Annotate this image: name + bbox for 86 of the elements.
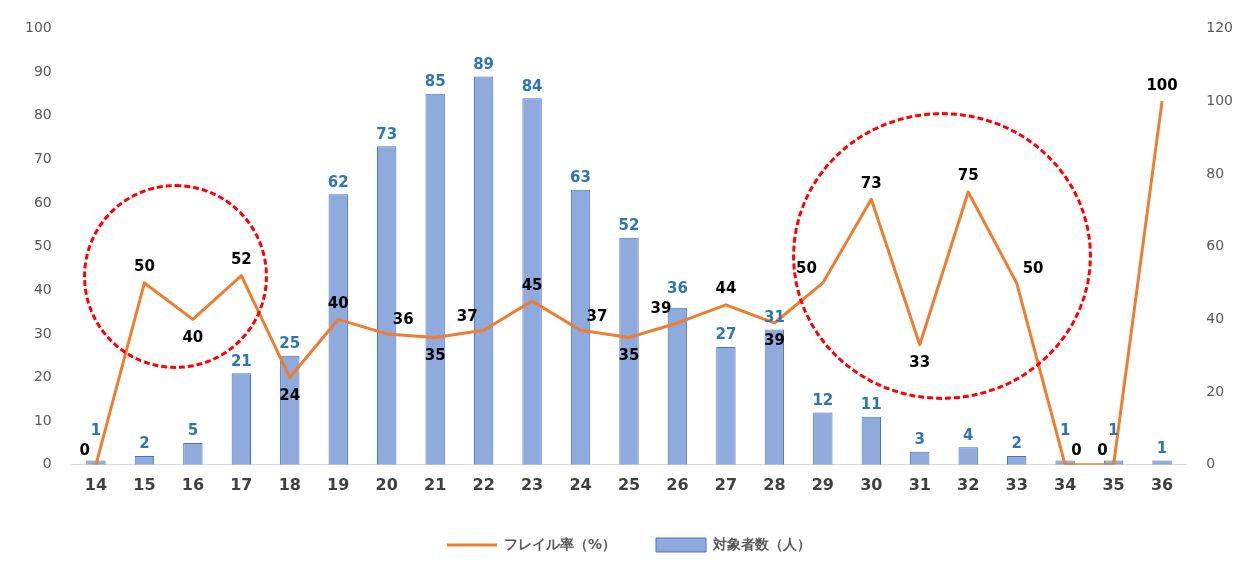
- y-tick-label: 0: [42, 455, 52, 472]
- data-label: 73: [860, 173, 882, 192]
- x-tick-label: 31: [908, 474, 931, 494]
- data-label: 52: [618, 216, 640, 235]
- data-label: 11: [860, 395, 882, 414]
- x-tick-label: 25: [617, 474, 641, 494]
- y-tick-label: 50: [33, 237, 52, 254]
- data-label: 0: [79, 441, 90, 460]
- y-tick-label: 10: [33, 411, 52, 428]
- data-label: 35: [424, 345, 446, 364]
- data-label: 2: [139, 434, 150, 453]
- x-tick-label: 33: [1005, 474, 1028, 494]
- x-tick-label: 14: [84, 474, 108, 494]
- data-label: 37: [586, 306, 608, 325]
- data-label: 5: [187, 421, 199, 440]
- x-tick-label: 29: [811, 474, 834, 494]
- data-label: 24: [279, 385, 301, 404]
- y-tick-label: 60: [33, 193, 52, 210]
- y2-tick-label: 0: [1206, 455, 1216, 472]
- data-label: 2: [1011, 434, 1022, 453]
- x-tick-label: 24: [569, 474, 592, 494]
- data-label: 75: [957, 166, 979, 185]
- x-tick-label: 32: [957, 474, 980, 494]
- data-label: 36: [667, 279, 688, 298]
- data-label: 27: [715, 325, 737, 344]
- data-label: 50: [795, 259, 817, 278]
- legend-label: フレイル率（%）: [503, 535, 617, 552]
- data-label: 1: [1156, 438, 1168, 457]
- data-label: 73: [376, 124, 398, 143]
- data-label: 45: [521, 275, 543, 294]
- data-label: 39: [763, 331, 785, 350]
- x-tick-label: 30: [860, 474, 883, 494]
- y-tick-label: 90: [33, 62, 52, 79]
- data-label: 35: [618, 345, 640, 364]
- data-label: 36: [392, 310, 414, 329]
- data-label: 85: [424, 72, 446, 91]
- data-label: 0: [1097, 441, 1108, 460]
- data-label: 100: [1146, 75, 1178, 94]
- data-label: 89: [473, 54, 495, 73]
- y2-tick-label: 60: [1206, 237, 1225, 254]
- data-label: 33: [909, 353, 931, 372]
- x-tick-label: 36: [1150, 474, 1174, 494]
- x-tick-label: 19: [327, 474, 350, 494]
- x-tick-label: 21: [424, 474, 447, 494]
- data-label: 62: [327, 172, 349, 191]
- x-tick-label: 16: [181, 474, 204, 494]
- data-label: 0: [1071, 441, 1082, 460]
- x-tick-label: 17: [230, 474, 253, 494]
- data-label: 4: [962, 425, 974, 444]
- legend-label: 対象者数（人）: [712, 535, 812, 552]
- y2-tick-label: 40: [1206, 309, 1225, 326]
- data-label: 1: [1059, 421, 1071, 440]
- x-tick-label: 22: [472, 474, 495, 494]
- y-tick-label: 30: [33, 324, 52, 341]
- data-label: 52: [230, 250, 252, 269]
- data-label: 44: [715, 279, 737, 298]
- data-label: 50: [1022, 259, 1044, 278]
- x-tick-label: 35: [1102, 474, 1125, 494]
- data-label: 21: [230, 351, 252, 370]
- y2-tick-label: 80: [1206, 164, 1225, 181]
- data-label: 40: [327, 293, 349, 312]
- y2-tick-label: 20: [1206, 382, 1225, 399]
- x-tick-label: 28: [763, 474, 786, 494]
- y2-tick-label: 120: [1206, 19, 1234, 36]
- y-tick-label: 70: [33, 149, 52, 166]
- x-tick-label: 34: [1054, 474, 1077, 494]
- x-tick-label: 18: [278, 474, 301, 494]
- data-label: 1: [90, 421, 102, 440]
- x-tick-label: 20: [375, 474, 398, 494]
- data-label: 12: [812, 390, 834, 409]
- data-label: 63: [570, 168, 591, 187]
- y-tick-label: 80: [33, 106, 52, 123]
- x-tick-label: 23: [520, 474, 544, 494]
- data-label: 40: [182, 327, 204, 346]
- x-tick-label: 26: [666, 474, 689, 494]
- x-tick-label: 27: [714, 474, 738, 494]
- data-label: 39: [650, 299, 672, 318]
- y2-tick-label: 100: [1206, 91, 1234, 108]
- x-tick-label: 15: [133, 474, 156, 494]
- y-tick-label: 40: [33, 280, 52, 297]
- y-tick-label: 20: [33, 368, 52, 385]
- data-label: 50: [133, 257, 155, 276]
- data-label: 84: [521, 76, 543, 95]
- data-label: 25: [279, 334, 301, 353]
- data-label: 3: [914, 430, 925, 449]
- y-tick-label: 100: [24, 19, 52, 36]
